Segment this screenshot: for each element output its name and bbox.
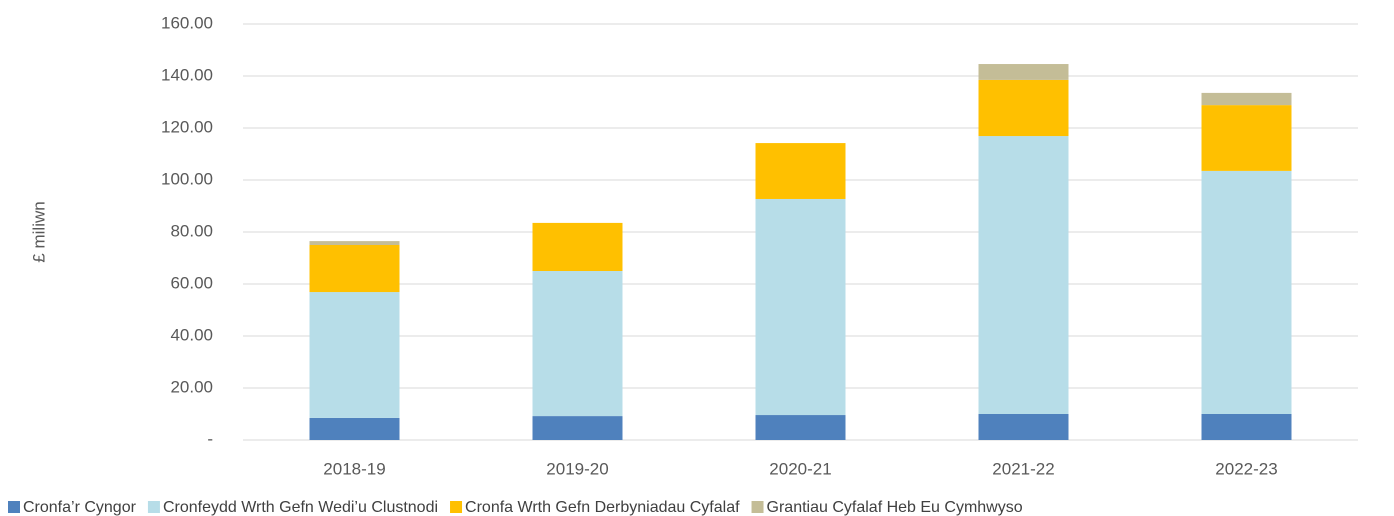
bar-segment bbox=[755, 198, 846, 416]
legend-swatch bbox=[450, 501, 463, 513]
y-tick-label: 40.00 bbox=[170, 325, 213, 344]
bar-segment bbox=[532, 222, 623, 271]
y-tick-label: 60.00 bbox=[170, 273, 213, 292]
x-tick-label: 2021-22 bbox=[992, 459, 1054, 478]
legend-label: Cronfeydd Wrth Gefn Wedi’u Clustnodi bbox=[163, 499, 438, 516]
legend: Cronfa’r Cyngor Cronfeydd Wrth Gefn Wedi’… bbox=[8, 499, 1023, 516]
y-tick-label: 80.00 bbox=[170, 221, 213, 240]
y-axis-label: £ miliwn bbox=[29, 201, 48, 262]
bar-segment bbox=[1201, 414, 1292, 440]
bar-segment bbox=[1201, 170, 1292, 414]
bar-segment bbox=[309, 241, 400, 245]
y-tick-label: - bbox=[207, 429, 213, 448]
x-tick-label: 2020-21 bbox=[769, 459, 831, 478]
bar-segment bbox=[309, 417, 400, 440]
bar-segment bbox=[978, 64, 1069, 80]
y-tick-label: 160.00 bbox=[161, 13, 213, 32]
bar-segment bbox=[755, 415, 846, 440]
bar-segment bbox=[532, 416, 623, 440]
legend-swatch bbox=[147, 501, 160, 513]
legend-label: Cronfa’r Cyngor bbox=[23, 499, 137, 516]
legend-swatch bbox=[8, 501, 20, 513]
x-tick-label: 2018-19 bbox=[323, 459, 385, 478]
y-tick-label: 100.00 bbox=[161, 169, 213, 188]
legend-label: Cronfa Wrth Gefn Derbyniadau Cyfalaf bbox=[465, 499, 740, 516]
bar-segment bbox=[309, 292, 400, 418]
y-tick-label: 140.00 bbox=[161, 65, 213, 84]
bar-segment bbox=[978, 414, 1069, 440]
bar-segment bbox=[978, 136, 1069, 414]
legend-swatch bbox=[751, 501, 764, 513]
y-tick-label: 20.00 bbox=[170, 377, 213, 396]
bar-segment bbox=[1201, 105, 1292, 171]
bar-segment bbox=[532, 271, 623, 417]
x-tick-label: 2019-20 bbox=[546, 459, 608, 478]
y-tick-label: 120.00 bbox=[161, 117, 213, 136]
bar-segment bbox=[1201, 92, 1292, 106]
bar-segment bbox=[309, 245, 400, 293]
legend-label: Grantiau Cyfalaf Heb Eu Cymhwyso bbox=[767, 499, 1023, 516]
bar-segment bbox=[755, 143, 846, 199]
bar-segment bbox=[978, 79, 1069, 137]
x-tick-label: 2022-23 bbox=[1215, 459, 1277, 478]
